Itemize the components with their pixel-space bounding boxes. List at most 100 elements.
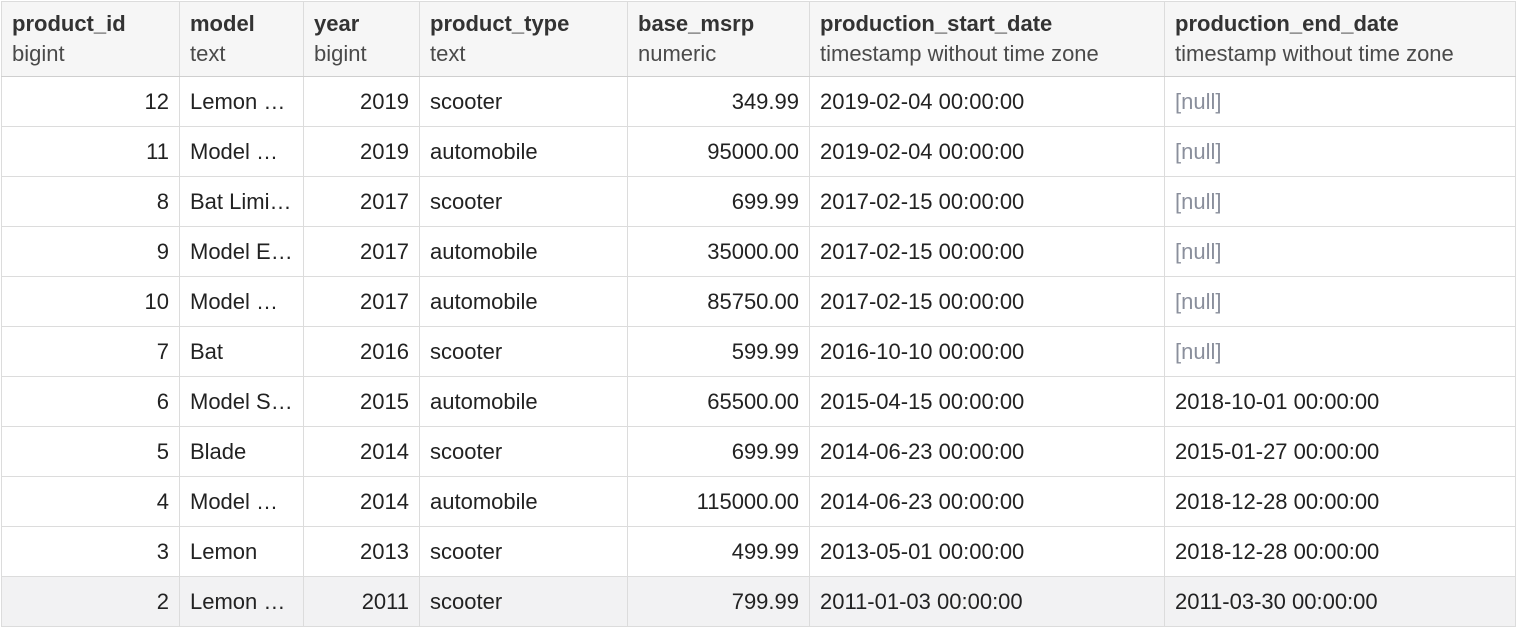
table-row[interactable]: 5 Blade 2014 scooter 699.99 2014-06-23 0… — [1, 426, 1516, 477]
cell-product-id[interactable]: 8 — [1, 176, 180, 227]
cell-model[interactable]: Lemon … — [179, 76, 304, 127]
cell-production-start-date[interactable]: 2019-02-04 00:00:00 — [809, 126, 1165, 177]
cell-production-end-date[interactable]: 2018-12-28 00:00:00 — [1164, 476, 1516, 527]
cell-product-id[interactable]: 6 — [1, 376, 180, 427]
cell-base-msrp[interactable]: 115000.00 — [627, 476, 810, 527]
cell-model[interactable]: Model S… — [179, 376, 304, 427]
cell-year[interactable]: 2011 — [303, 576, 420, 627]
cell-model[interactable]: Model … — [179, 476, 304, 527]
cell-base-msrp[interactable]: 699.99 — [627, 176, 810, 227]
cell-product-id[interactable]: 11 — [1, 126, 180, 177]
cell-production-end-date[interactable]: 2018-12-28 00:00:00 — [1164, 526, 1516, 577]
cell-production-start-date[interactable]: 2014-06-23 00:00:00 — [809, 426, 1165, 477]
cell-product-id[interactable]: 7 — [1, 326, 180, 377]
cell-production-end-date[interactable]: [null] — [1164, 276, 1516, 327]
column-type: numeric — [638, 41, 717, 66]
cell-product-type[interactable]: automobile — [419, 226, 628, 277]
cell-product-id[interactable]: 3 — [1, 526, 180, 577]
column-header-production-start-date[interactable]: production_start_date timestamp without t… — [809, 1, 1165, 77]
cell-production-end-date[interactable]: 2011-03-30 00:00:00 — [1164, 576, 1516, 627]
cell-product-id[interactable]: 4 — [1, 476, 180, 527]
table-row[interactable]: 2 Lemon … 2011 scooter 799.99 2011-01-03… — [1, 576, 1516, 627]
column-header-production-end-date[interactable]: production_end_date timestamp without tim… — [1164, 1, 1516, 77]
cell-product-id[interactable]: 12 — [1, 76, 180, 127]
cell-product-type[interactable]: scooter — [419, 426, 628, 477]
cell-model[interactable]: Blade — [179, 426, 304, 477]
cell-model[interactable]: Lemon — [179, 526, 304, 577]
cell-product-id[interactable]: 2 — [1, 576, 180, 627]
cell-production-end-date[interactable]: [null] — [1164, 176, 1516, 227]
cell-year[interactable]: 2015 — [303, 376, 420, 427]
column-type: bigint — [12, 41, 65, 66]
cell-year[interactable]: 2016 — [303, 326, 420, 377]
cell-model[interactable]: Lemon … — [179, 576, 304, 627]
cell-product-type[interactable]: scooter — [419, 526, 628, 577]
table-row[interactable]: 12 Lemon … 2019 scooter 349.99 2019-02-0… — [1, 76, 1516, 127]
cell-product-id[interactable]: 5 — [1, 426, 180, 477]
cell-base-msrp[interactable]: 599.99 — [627, 326, 810, 377]
cell-base-msrp[interactable]: 349.99 — [627, 76, 810, 127]
cell-product-id[interactable]: 9 — [1, 226, 180, 277]
column-type: bigint — [314, 41, 367, 66]
cell-base-msrp[interactable]: 699.99 — [627, 426, 810, 477]
column-header-year[interactable]: year bigint — [303, 1, 420, 77]
cell-base-msrp[interactable]: 95000.00 — [627, 126, 810, 177]
table-row[interactable]: 8 Bat Limi… 2017 scooter 699.99 2017-02-… — [1, 176, 1516, 227]
cell-production-end-date[interactable]: [null] — [1164, 226, 1516, 277]
cell-year[interactable]: 2017 — [303, 276, 420, 327]
cell-product-type[interactable]: scooter — [419, 576, 628, 627]
cell-production-end-date[interactable]: [null] — [1164, 326, 1516, 377]
cell-year[interactable]: 2017 — [303, 226, 420, 277]
cell-production-start-date[interactable]: 2014-06-23 00:00:00 — [809, 476, 1165, 527]
cell-year[interactable]: 2014 — [303, 476, 420, 527]
cell-year[interactable]: 2019 — [303, 76, 420, 127]
column-name: product_id — [12, 11, 126, 36]
table-row[interactable]: 4 Model … 2014 automobile 115000.00 2014… — [1, 476, 1516, 527]
cell-product-id[interactable]: 10 — [1, 276, 180, 327]
cell-base-msrp[interactable]: 65500.00 — [627, 376, 810, 427]
cell-model[interactable]: Model … — [179, 126, 304, 177]
cell-production-start-date[interactable]: 2016-10-10 00:00:00 — [809, 326, 1165, 377]
cell-production-start-date[interactable]: 2011-01-03 00:00:00 — [809, 576, 1165, 627]
column-header-model[interactable]: model text — [179, 1, 304, 77]
cell-production-start-date[interactable]: 2017-02-15 00:00:00 — [809, 176, 1165, 227]
cell-model[interactable]: Bat Limi… — [179, 176, 304, 227]
column-header-product-type[interactable]: product_type text — [419, 1, 628, 77]
table-row[interactable]: 9 Model E… 2017 automobile 35000.00 2017… — [1, 226, 1516, 277]
cell-model[interactable]: Model E… — [179, 226, 304, 277]
cell-base-msrp[interactable]: 799.99 — [627, 576, 810, 627]
cell-product-type[interactable]: scooter — [419, 326, 628, 377]
cell-production-end-date[interactable]: [null] — [1164, 126, 1516, 177]
cell-production-start-date[interactable]: 2015-04-15 00:00:00 — [809, 376, 1165, 427]
cell-production-start-date[interactable]: 2017-02-15 00:00:00 — [809, 226, 1165, 277]
cell-year[interactable]: 2013 — [303, 526, 420, 577]
cell-model[interactable]: Model … — [179, 276, 304, 327]
cell-year[interactable]: 2019 — [303, 126, 420, 177]
cell-product-type[interactable]: scooter — [419, 176, 628, 227]
cell-production-end-date[interactable]: 2015-01-27 00:00:00 — [1164, 426, 1516, 477]
table-row[interactable]: 6 Model S… 2015 automobile 65500.00 2015… — [1, 376, 1516, 427]
cell-model[interactable]: Bat — [179, 326, 304, 377]
cell-base-msrp[interactable]: 35000.00 — [627, 226, 810, 277]
cell-product-type[interactable]: automobile — [419, 476, 628, 527]
table-row[interactable]: 3 Lemon 2013 scooter 499.99 2013-05-01 0… — [1, 526, 1516, 577]
table-row[interactable]: 10 Model … 2017 automobile 85750.00 2017… — [1, 276, 1516, 327]
cell-product-type[interactable]: scooter — [419, 76, 628, 127]
cell-production-start-date[interactable]: 2019-02-04 00:00:00 — [809, 76, 1165, 127]
cell-production-start-date[interactable]: 2013-05-01 00:00:00 — [809, 526, 1165, 577]
table-row[interactable]: 7 Bat 2016 scooter 599.99 2016-10-10 00:… — [1, 326, 1516, 377]
cell-production-end-date[interactable]: [null] — [1164, 76, 1516, 127]
column-header-base-msrp[interactable]: base_msrp numeric — [627, 1, 810, 77]
cell-product-type[interactable]: automobile — [419, 126, 628, 177]
cell-year[interactable]: 2014 — [303, 426, 420, 477]
cell-product-type[interactable]: automobile — [419, 376, 628, 427]
table-row[interactable]: 11 Model … 2019 automobile 95000.00 2019… — [1, 126, 1516, 177]
cell-production-start-date[interactable]: 2017-02-15 00:00:00 — [809, 276, 1165, 327]
cell-production-end-date[interactable]: 2018-10-01 00:00:00 — [1164, 376, 1516, 427]
cell-product-type[interactable]: automobile — [419, 276, 628, 327]
cell-year[interactable]: 2017 — [303, 176, 420, 227]
cell-base-msrp[interactable]: 499.99 — [627, 526, 810, 577]
cell-base-msrp[interactable]: 85750.00 — [627, 276, 810, 327]
